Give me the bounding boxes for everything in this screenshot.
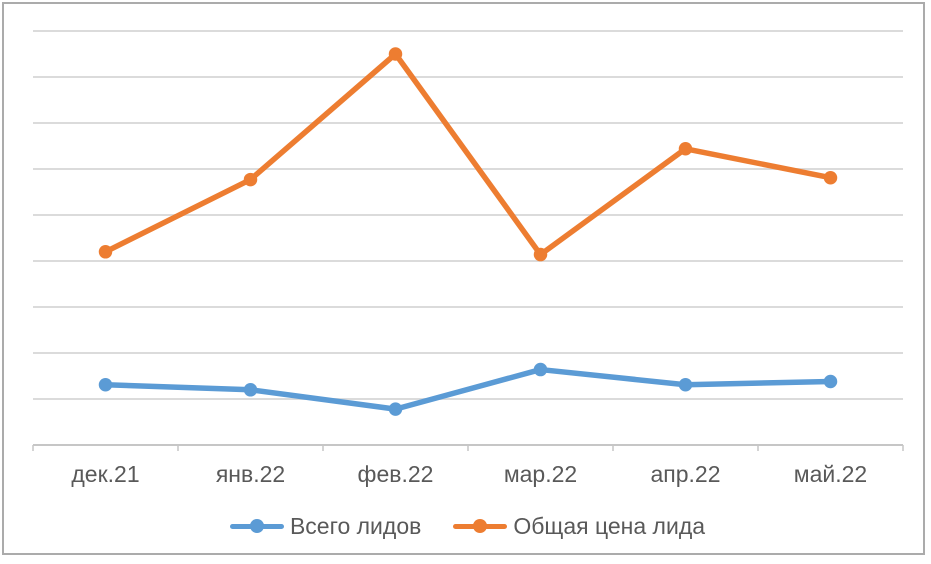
- series-point-0: [388, 402, 403, 416]
- legend-label-total-leads: Всего лидов: [289, 513, 422, 539]
- chart-frame: дек.21 янв.22 фев.22 мар.22 апр.22 май.22 Все…: [2, 2, 925, 555]
- series-point-1: [823, 170, 838, 185]
- series-point-1: [678, 142, 693, 156]
- legend-line-marker-icon: [453, 519, 508, 533]
- series-point-1: [98, 245, 113, 259]
- series-point-0: [823, 374, 838, 389]
- legend-dot: [249, 519, 264, 533]
- series-point-0: [243, 383, 258, 397]
- legend-item-total-leads: Всего лидов: [229, 512, 422, 540]
- legend-label-lead-price: Общая цена лида: [513, 513, 706, 539]
- series-point-0: [98, 377, 113, 392]
- series-line-0: [102, 366, 834, 412]
- series-line-1: [102, 51, 834, 258]
- legend-line-marker-icon: [229, 519, 284, 533]
- series-point-1: [243, 172, 258, 187]
- series-point-0: [678, 377, 693, 392]
- series-point-0: [533, 362, 548, 377]
- plot-area: [32, 30, 904, 451]
- legend: Всего лидов Общая цена лида: [4, 512, 931, 540]
- series-point-1: [533, 247, 548, 262]
- legend-item-lead-price: Общая цена лида: [453, 512, 705, 540]
- legend-dot: [473, 519, 488, 533]
- series-point-1: [388, 47, 403, 61]
